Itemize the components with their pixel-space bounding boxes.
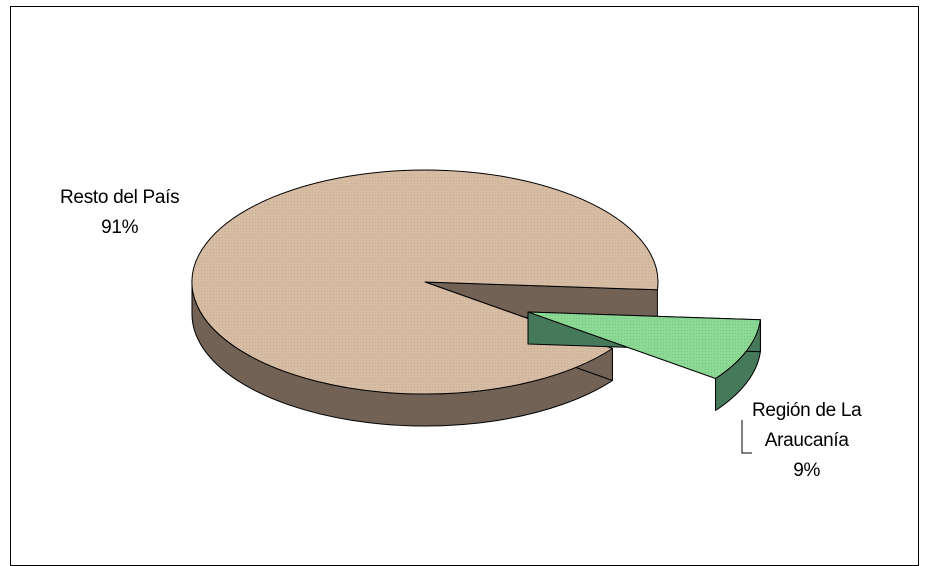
slice-label-resto: Resto del País 91% [60,183,180,243]
slice-label-araucania: Región de La Araucanía 9% [752,396,862,486]
leader-line [741,420,752,454]
slice-value-resto: 91% [101,217,139,238]
slice-name-araucania-line2: Araucanía [764,430,849,451]
slice-name-araucania-line1: Región de La [752,400,862,421]
slice-value-araucania: 9% [793,460,821,481]
slice-name-resto: Resto del País [60,187,180,208]
slice-top-resto [191,169,659,395]
pie-chart [191,169,761,454]
slice-top-araucania [527,311,761,379]
